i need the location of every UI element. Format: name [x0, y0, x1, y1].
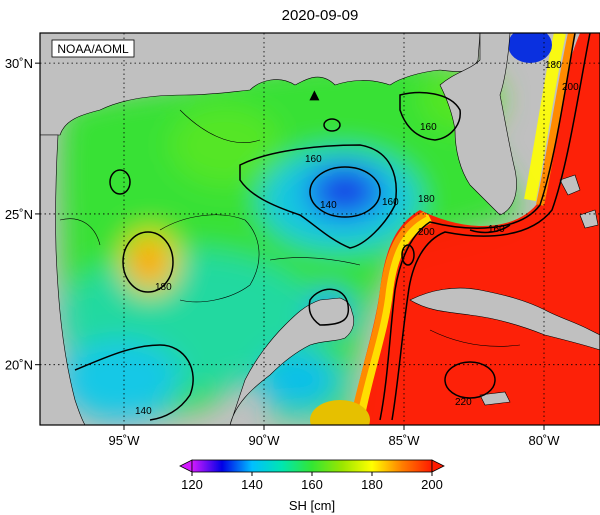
colorbar-high-arrow — [431, 459, 445, 473]
colorbar-low-arrow — [179, 459, 193, 473]
contour-label-1: 180 — [155, 282, 172, 293]
contour-label-11: 220 — [455, 397, 472, 408]
contour-label-12: 140 — [135, 406, 152, 417]
map-border — [39, 32, 600, 426]
land-masses — [40, 33, 600, 425]
contour-label-2: 200 — [418, 227, 435, 238]
x-tick-label: 95˚W — [108, 433, 140, 448]
contour-lines — [59, 33, 591, 421]
colorbar-ticks: 120 140 160 180 200 — [181, 472, 443, 492]
colorbar-tick-label: 180 — [361, 477, 383, 492]
contour-label-4: 160 — [420, 122, 437, 133]
contour-label-10: 180 — [545, 60, 562, 71]
contour-label-9: 160 — [488, 224, 505, 235]
colorbar-label: SH [cm] — [289, 498, 335, 513]
colorbar-tick-label: 200 — [421, 477, 443, 492]
contour-label-8: 200 — [562, 82, 579, 93]
map-title: 2020-09-09 — [282, 7, 359, 24]
colorbar-tick-label: 140 — [241, 477, 263, 492]
sea-height-field — [58, 57, 521, 421]
y-tick-label: 25˚N — [5, 207, 33, 222]
x-tick-label: 80˚W — [528, 433, 560, 448]
axis-labels: 95˚W 90˚W 85˚W 80˚W 30˚N 25˚N 20˚N — [5, 56, 560, 448]
y-tick-label: 30˚N — [5, 56, 33, 71]
contour-label-5: 140 — [320, 200, 337, 211]
colorbar-tick-label: 120 — [181, 477, 203, 492]
x-tick-label: 90˚W — [248, 433, 280, 448]
contour-labels: 180 200 160 160 140 160 180 200 160 180 … — [135, 60, 579, 417]
map-area: 180 200 160 160 140 160 180 200 160 180 … — [40, 33, 600, 425]
contour-label-6: 160 — [382, 197, 399, 208]
colorbar-bar — [191, 459, 433, 473]
colorbar: 120 140 160 180 200 SH [cm] — [179, 459, 445, 513]
credit-box — [51, 39, 135, 58]
contour-label-7: 180 — [418, 194, 435, 205]
colorbar-tick-label: 160 — [301, 477, 323, 492]
buoy-triangle-icon — [309, 90, 320, 101]
graticule — [40, 33, 600, 425]
x-tick-label: 85˚W — [388, 433, 420, 448]
credit-text: NOAA/AOML — [57, 42, 129, 56]
contour-label-3: 160 — [305, 154, 322, 165]
y-tick-label: 20˚N — [5, 358, 33, 373]
